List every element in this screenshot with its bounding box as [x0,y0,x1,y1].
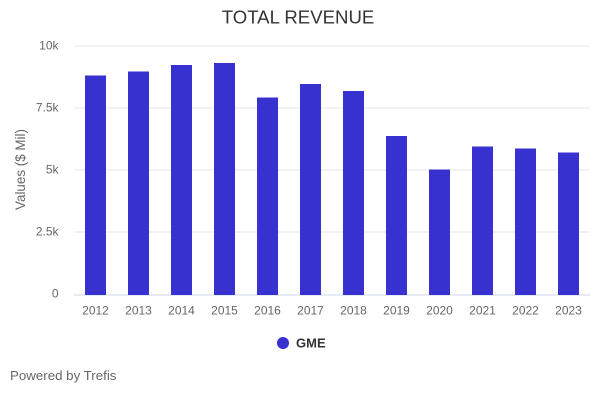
svg-text:GME: GME [296,336,326,351]
svg-text:7.5k: 7.5k [36,101,60,115]
svg-text:2019: 2019 [383,304,410,318]
svg-text:TOTAL REVENUE: TOTAL REVENUE [222,7,375,28]
svg-text:2021: 2021 [469,304,496,318]
svg-text:2022: 2022 [512,304,539,318]
svg-text:2012: 2012 [82,304,109,318]
svg-text:2020: 2020 [426,304,453,318]
svg-text:2014: 2014 [168,304,195,318]
svg-text:Powered by Trefis: Powered by Trefis [10,368,117,383]
svg-text:Values ($ Mil): Values ($ Mil) [13,129,28,210]
svg-text:2016: 2016 [254,304,281,318]
svg-text:2015: 2015 [211,304,238,318]
svg-text:10k: 10k [39,39,59,53]
svg-text:2017: 2017 [297,304,324,318]
svg-text:5k: 5k [46,163,60,177]
svg-text:2013: 2013 [125,304,152,318]
svg-text:2023: 2023 [555,304,582,318]
svg-text:2018: 2018 [340,304,367,318]
svg-text:0: 0 [52,287,59,301]
svg-text:2.5k: 2.5k [36,225,60,239]
